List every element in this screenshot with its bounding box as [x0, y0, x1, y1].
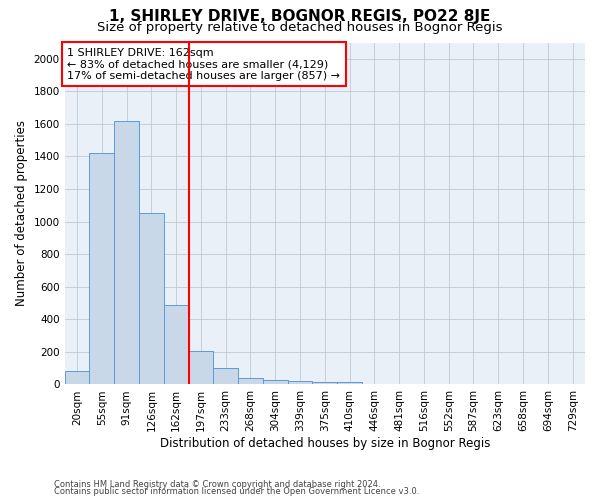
Bar [238, 378, 263, 384]
Text: 1 SHIRLEY DRIVE: 162sqm
← 83% of detached houses are smaller (4,129)
17% of semi: 1 SHIRLEY DRIVE: 162sqm ← 83% of detache… [67, 48, 340, 81]
Bar [164, 304, 188, 384]
Bar [287, 381, 313, 384]
Text: Contains HM Land Registry data © Crown copyright and database right 2024.: Contains HM Land Registry data © Crown c… [54, 480, 380, 489]
Bar [114, 120, 139, 384]
Text: 1, SHIRLEY DRIVE, BOGNOR REGIS, PO22 8JE: 1, SHIRLEY DRIVE, BOGNOR REGIS, PO22 8JE [109, 9, 491, 24]
Bar [313, 382, 337, 384]
Y-axis label: Number of detached properties: Number of detached properties [15, 120, 28, 306]
Bar [139, 214, 164, 384]
X-axis label: Distribution of detached houses by size in Bognor Regis: Distribution of detached houses by size … [160, 437, 490, 450]
Bar [263, 380, 287, 384]
Text: Contains public sector information licensed under the Open Government Licence v3: Contains public sector information licen… [54, 487, 419, 496]
Bar [337, 382, 362, 384]
Bar [188, 351, 214, 384]
Bar [89, 153, 114, 384]
Bar [214, 368, 238, 384]
Bar [65, 372, 89, 384]
Text: Size of property relative to detached houses in Bognor Regis: Size of property relative to detached ho… [97, 21, 503, 34]
